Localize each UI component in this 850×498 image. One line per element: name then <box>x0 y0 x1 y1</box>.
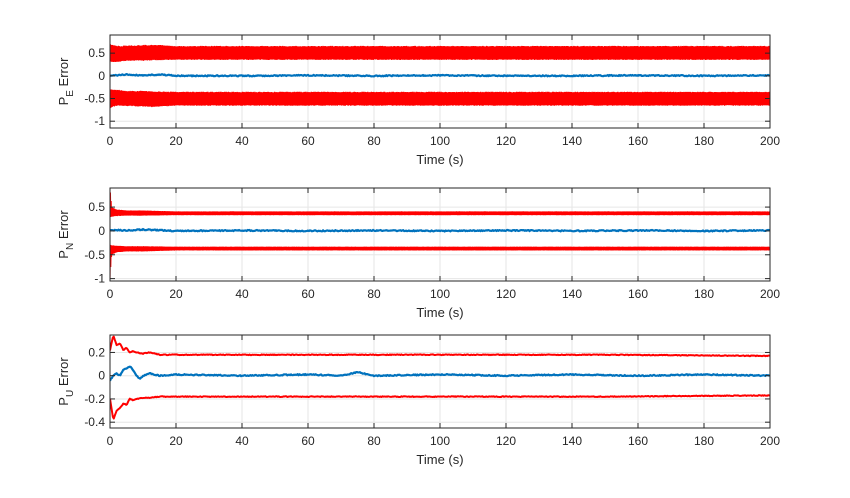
y-tick-label: -0.5 <box>84 92 105 106</box>
x-tick-label: 120 <box>496 434 516 448</box>
y-tick-label: 0 <box>98 369 105 383</box>
x-tick-label: 120 <box>496 287 516 301</box>
y-tick-label: -0.4 <box>84 415 105 429</box>
x-axis-label: Time (s) <box>416 452 463 467</box>
y-axis-label-rest: Error <box>56 357 71 390</box>
x-tick-label: 80 <box>367 434 381 448</box>
y-axis-label-main: P <box>56 397 71 406</box>
x-axis-label: Time (s) <box>416 305 463 320</box>
y-axis-label-sub: E <box>65 90 76 97</box>
y-axis-label-sub: U <box>65 390 76 397</box>
x-tick-label: 0 <box>107 434 114 448</box>
x-tick-label: 80 <box>367 287 381 301</box>
subplot-3: 0 20 40 60 80 100 120 140 160 180 200 -0.4 -0.2 0 0.2 T… <box>56 334 780 467</box>
y-tick-label: -0.5 <box>84 248 105 262</box>
x-tick-label: 160 <box>628 134 648 148</box>
y-axis-label-rest: Error <box>56 210 71 243</box>
x-tick-label: 0 <box>107 134 114 148</box>
x-tick-label: 120 <box>496 134 516 148</box>
series-3-line <box>110 227 770 233</box>
series-2-line <box>110 394 770 420</box>
y-axis-label: PN Error <box>56 210 76 259</box>
y-tick-label: 0.5 <box>88 200 105 214</box>
y-axis-label: PE Error <box>56 57 76 106</box>
x-tick-label: 200 <box>760 434 780 448</box>
y-axis-label-main: P <box>56 250 71 259</box>
x-tick-label: 80 <box>367 134 381 148</box>
y-tick-label: 0.5 <box>88 46 105 60</box>
x-tick-label: 40 <box>235 287 249 301</box>
x-tick-label: 60 <box>301 287 315 301</box>
x-tick-label: 60 <box>301 434 315 448</box>
series-2-band <box>110 89 770 109</box>
x-tick-label: 100 <box>430 434 450 448</box>
y-axis-label: PU Error <box>56 357 76 406</box>
x-tick-label: 160 <box>628 434 648 448</box>
x-tick-label: 140 <box>562 287 582 301</box>
y-tick-label: -1 <box>94 114 105 128</box>
series-group <box>110 192 770 278</box>
series-3-line <box>110 73 770 78</box>
x-axis-label: Time (s) <box>416 152 463 167</box>
x-tick-label: 180 <box>694 434 714 448</box>
x-tick-label: 20 <box>169 434 183 448</box>
y-tick-label: 0 <box>98 224 105 238</box>
x-tick-label: 140 <box>562 134 582 148</box>
x-tick-label: 100 <box>430 134 450 148</box>
subplot-2: 0 20 40 60 80 100 120 140 160 180 200 -1 -0.5 0 0.5 Tim… <box>56 187 780 320</box>
y-tick-label: -0.2 <box>84 392 105 406</box>
x-tick-label: 40 <box>235 434 249 448</box>
series-group <box>110 44 770 109</box>
series-group <box>110 335 770 420</box>
x-tick-label: 200 <box>760 287 780 301</box>
series-3-line <box>110 365 770 382</box>
series-1-band <box>110 192 770 218</box>
y-axis-label-rest: Error <box>56 57 71 90</box>
x-tick-label: 60 <box>301 134 315 148</box>
x-tick-label: 140 <box>562 434 582 448</box>
y-tick-label: 0.2 <box>88 345 105 359</box>
x-tick-label: 100 <box>430 287 450 301</box>
y-axis-label-sub: N <box>65 243 76 250</box>
x-tick-label: 40 <box>235 134 249 148</box>
subplot-1: 0 20 40 60 80 100 120 140 160 180 200 -1 -0.5 0 0.5 Tim… <box>56 34 780 167</box>
series-2-band <box>110 244 770 278</box>
series-1-band <box>110 44 770 63</box>
y-tick-label: -1 <box>94 272 105 286</box>
x-tick-label: 0 <box>107 287 114 301</box>
x-tick-label: 20 <box>169 287 183 301</box>
x-tick-label: 180 <box>694 134 714 148</box>
x-tick-label: 20 <box>169 134 183 148</box>
y-tick-label: 0 <box>98 69 105 83</box>
x-tick-label: 200 <box>760 134 780 148</box>
y-axis-label-main: P <box>56 97 71 106</box>
x-tick-label: 160 <box>628 287 648 301</box>
series-1-line <box>110 335 770 358</box>
x-tick-label: 180 <box>694 287 714 301</box>
